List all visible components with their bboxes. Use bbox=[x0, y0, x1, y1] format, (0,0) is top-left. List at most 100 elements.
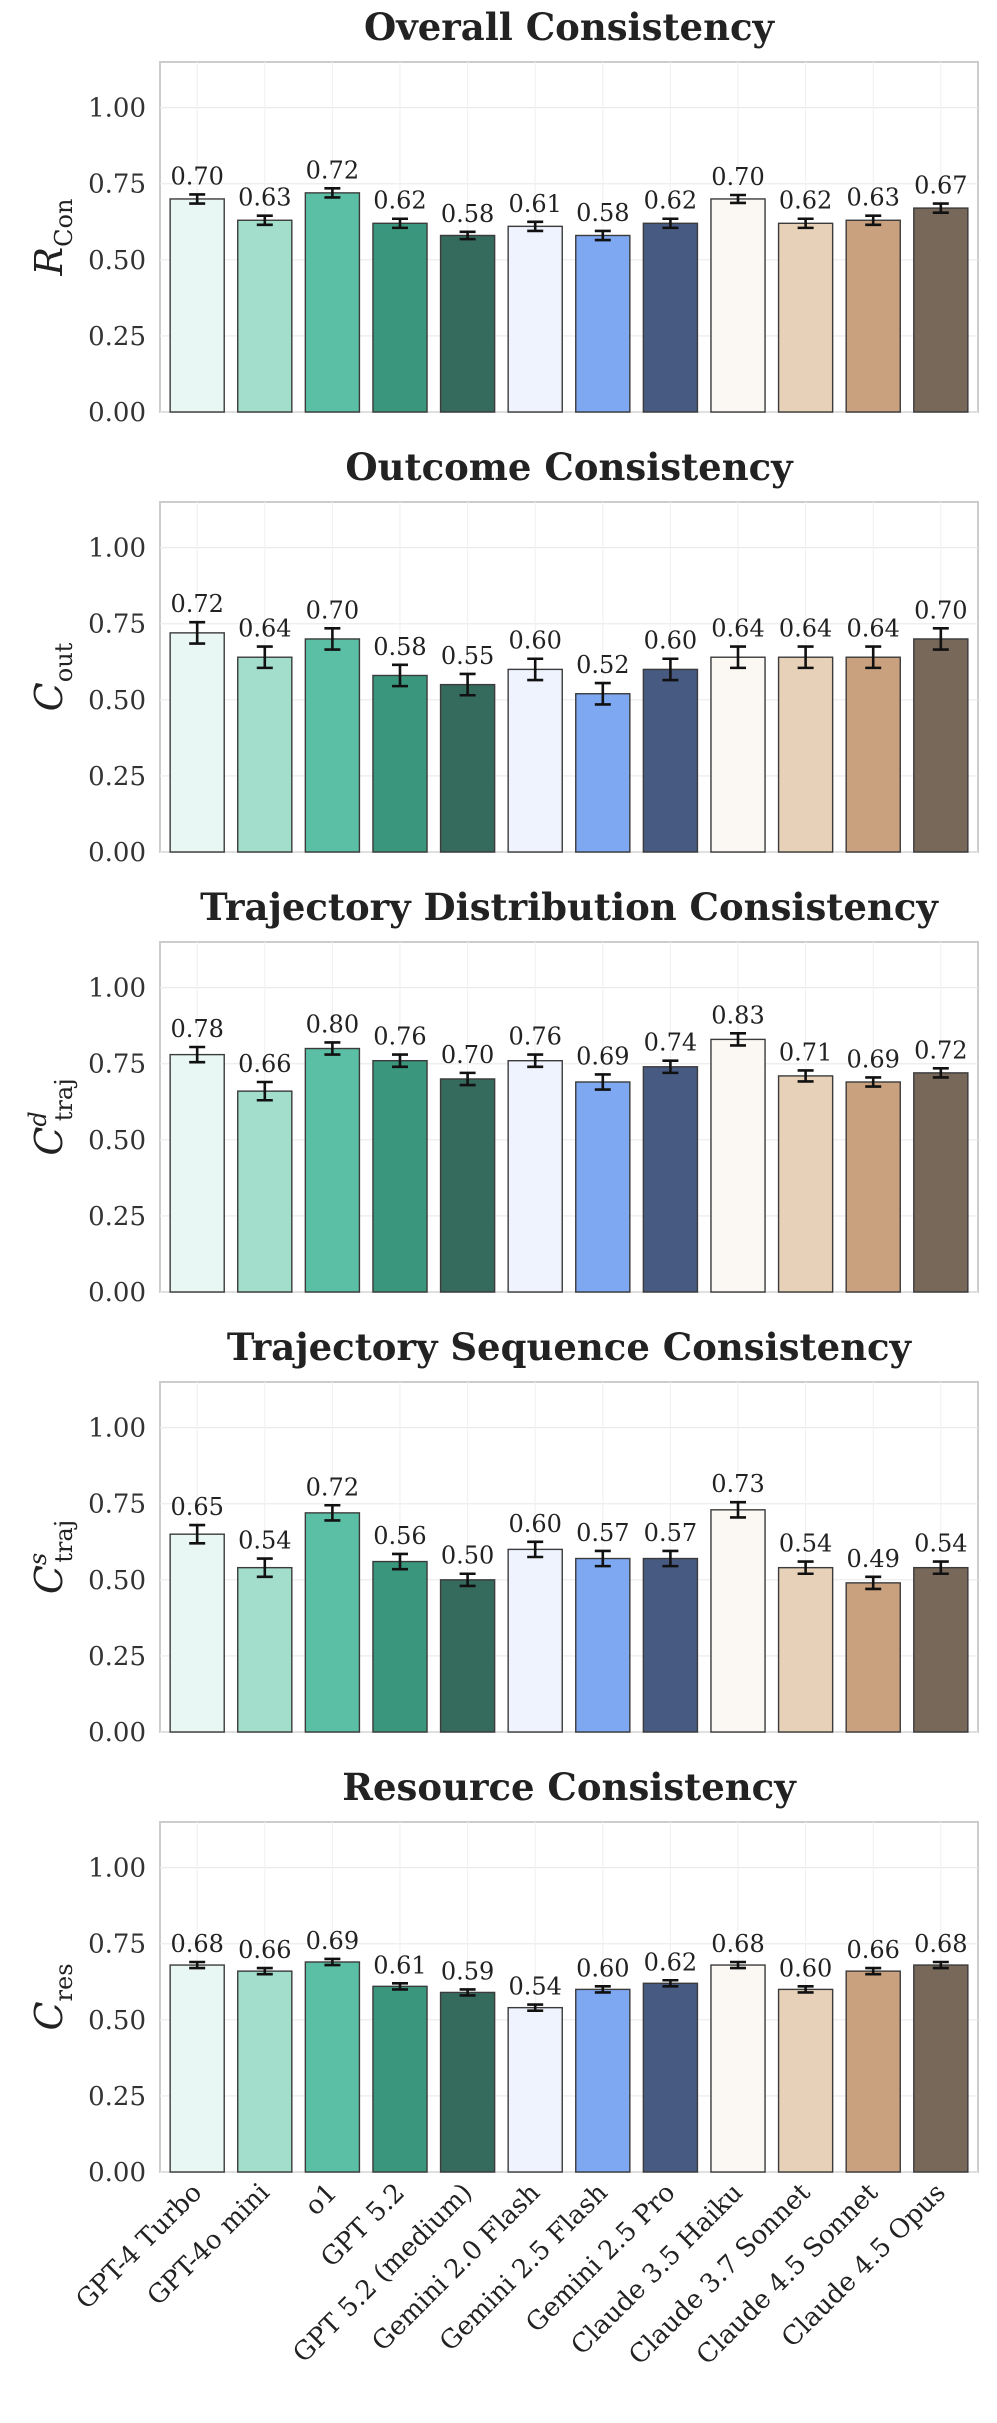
panel-title: Outcome Consistency bbox=[345, 445, 794, 489]
bar bbox=[304, 1512, 361, 1733]
bar bbox=[710, 1038, 766, 1293]
data-label: 0.66 bbox=[238, 1050, 291, 1078]
bar bbox=[439, 1078, 496, 1293]
y-tick-label: 1.00 bbox=[88, 1414, 146, 1444]
panel-title: Trajectory Distribution Consistency bbox=[200, 885, 939, 929]
data-label: 0.49 bbox=[846, 1545, 899, 1573]
bar bbox=[575, 693, 631, 853]
bar bbox=[642, 1982, 699, 2173]
y-tick-label: 0.00 bbox=[88, 2158, 146, 2188]
data-label: 0.62 bbox=[373, 187, 426, 215]
bar bbox=[710, 198, 766, 413]
data-label: 0.60 bbox=[508, 1510, 561, 1538]
plot-area bbox=[159, 501, 979, 853]
data-label: 0.62 bbox=[779, 187, 832, 215]
bar bbox=[845, 1081, 901, 1293]
data-label: 0.73 bbox=[711, 1470, 764, 1498]
plot-area bbox=[159, 1381, 979, 1733]
data-label: 0.76 bbox=[508, 1023, 561, 1051]
bar bbox=[507, 225, 563, 413]
plot-area bbox=[159, 941, 979, 1293]
bar bbox=[575, 1557, 631, 1733]
bar bbox=[237, 656, 293, 853]
bar bbox=[710, 656, 766, 853]
bar bbox=[237, 1970, 293, 2173]
bar bbox=[710, 1964, 766, 2173]
data-label: 0.63 bbox=[846, 184, 899, 212]
data-label: 0.70 bbox=[306, 596, 359, 624]
bar bbox=[507, 1548, 563, 1733]
data-label: 0.50 bbox=[441, 1542, 494, 1570]
y-tick-label: 0.00 bbox=[88, 838, 146, 868]
bar bbox=[372, 1560, 428, 1733]
bar bbox=[777, 1988, 834, 2173]
data-label: 0.59 bbox=[441, 1957, 494, 1985]
y-tick-label: 0.75 bbox=[88, 1490, 146, 1520]
data-label: 0.58 bbox=[373, 633, 426, 661]
data-label: 0.76 bbox=[373, 1023, 426, 1051]
y-tick-label: 0.25 bbox=[88, 1202, 146, 1232]
data-label: 0.60 bbox=[576, 1954, 629, 1982]
data-label: 0.61 bbox=[373, 1951, 426, 1979]
panel-title: Resource Consistency bbox=[342, 1765, 797, 1809]
data-label: 0.66 bbox=[846, 1936, 899, 1964]
data-label: 0.55 bbox=[441, 642, 494, 670]
bar bbox=[169, 1053, 225, 1293]
data-label: 0.69 bbox=[846, 1045, 899, 1073]
bar bbox=[642, 668, 699, 853]
data-label: 0.58 bbox=[576, 199, 629, 227]
y-tick-label: 0.25 bbox=[88, 762, 146, 792]
bar bbox=[777, 1566, 834, 1733]
data-label: 0.65 bbox=[170, 1493, 223, 1521]
bar bbox=[710, 1509, 766, 1733]
data-label: 0.70 bbox=[441, 1041, 494, 1069]
data-label: 0.60 bbox=[644, 627, 697, 655]
bar bbox=[372, 222, 428, 413]
y-tick-label: 0.75 bbox=[88, 170, 146, 200]
data-label: 0.64 bbox=[238, 615, 291, 643]
data-label: 0.54 bbox=[508, 1973, 561, 2001]
y-tick-label: 0.00 bbox=[88, 1278, 146, 1308]
y-tick-label: 0.50 bbox=[88, 1566, 146, 1596]
data-label: 0.58 bbox=[441, 200, 494, 228]
y-tick-label: 1.00 bbox=[88, 94, 146, 124]
data-label: 0.70 bbox=[170, 162, 223, 190]
data-label: 0.57 bbox=[576, 1519, 629, 1547]
bar bbox=[372, 674, 428, 853]
y-axis-label: Cstraj bbox=[24, 1520, 78, 1594]
data-label: 0.68 bbox=[170, 1930, 223, 1958]
data-label: 0.54 bbox=[914, 1530, 967, 1558]
bar bbox=[304, 638, 361, 853]
data-label: 0.67 bbox=[914, 172, 967, 200]
bar bbox=[913, 1566, 969, 1733]
y-tick-label: 0.25 bbox=[88, 1642, 146, 1672]
bar bbox=[845, 219, 901, 413]
bar bbox=[237, 1566, 293, 1733]
data-label: 0.69 bbox=[306, 1927, 359, 1955]
data-label: 0.60 bbox=[508, 627, 561, 655]
bar bbox=[439, 234, 496, 413]
y-tick-label: 0.50 bbox=[88, 2006, 146, 2036]
y-axis-label: Cres bbox=[27, 1963, 78, 2030]
y-tick-label: 0.50 bbox=[88, 1126, 146, 1156]
panel-title: Trajectory Sequence Consistency bbox=[227, 1325, 913, 1369]
bar bbox=[439, 1579, 496, 1733]
y-tick-label: 1.00 bbox=[88, 534, 146, 564]
bar bbox=[169, 1533, 225, 1733]
data-label: 0.62 bbox=[644, 1948, 697, 1976]
data-label: 0.68 bbox=[914, 1930, 967, 1958]
plot-area bbox=[159, 61, 979, 413]
data-label: 0.63 bbox=[238, 184, 291, 212]
data-label: 0.68 bbox=[711, 1930, 764, 1958]
bar bbox=[439, 683, 496, 853]
bar bbox=[913, 1964, 969, 2173]
bar bbox=[169, 632, 225, 853]
bar bbox=[913, 207, 969, 413]
data-label: 0.72 bbox=[914, 1036, 967, 1064]
data-label: 0.56 bbox=[373, 1522, 426, 1550]
bar bbox=[439, 1991, 496, 2173]
bar bbox=[169, 1964, 225, 2173]
y-tick-label: 0.25 bbox=[88, 322, 146, 352]
y-tick-label: 0.75 bbox=[88, 1050, 146, 1080]
data-label: 0.72 bbox=[306, 1473, 359, 1501]
